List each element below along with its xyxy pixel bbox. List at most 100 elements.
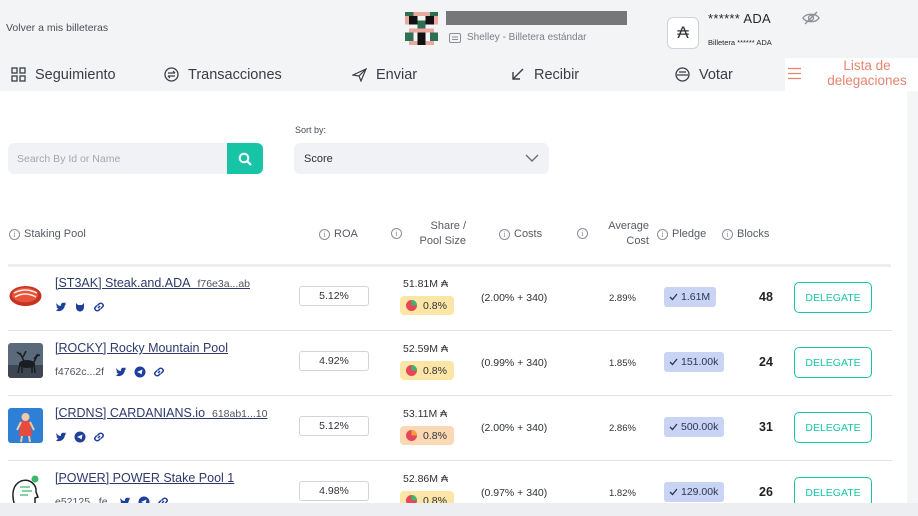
nav-tab-transactions[interactable]: Transacciones (164, 58, 282, 91)
nav-tab-send[interactable]: Enviar (352, 58, 417, 91)
send-icon (352, 67, 367, 82)
share-value: 0.8% (423, 364, 447, 377)
nav-tab-vote[interactable]: Votar (675, 58, 733, 91)
info-icon: i (319, 228, 330, 240)
info-icon: i (657, 228, 668, 240)
pie-chart-icon (406, 430, 417, 441)
pool-id: f4762c...2f (55, 366, 105, 378)
column-header-costs[interactable]: i Costs (499, 228, 542, 240)
pledge-value: 151.00k (681, 356, 719, 368)
pool-size: 52.86M ₳ (403, 473, 448, 485)
twitter-icon[interactable] (55, 431, 67, 443)
link-icon[interactable] (93, 301, 105, 313)
cardanians-pool-logo (8, 408, 43, 443)
wallet-subtitle: Shelley - Billetera estándar (467, 32, 587, 43)
blocks-value: 24 (759, 355, 773, 369)
pledge-value: 129.00k (681, 486, 719, 498)
link-icon[interactable] (153, 366, 165, 378)
pool-name-link[interactable]: [CRDNS] CARDANIANS.io (55, 406, 206, 420)
pie-chart-icon (406, 365, 417, 376)
column-header-roa[interactable]: i ROA (319, 228, 358, 240)
table-row: [CRDNS] CARDANIANS.io 618ab1...10 5.12% … (8, 396, 892, 461)
sort-select[interactable]: Score (294, 143, 549, 174)
blocks-value: 31 (759, 420, 773, 434)
pledge-badge: 129.00k (664, 482, 725, 502)
scrollbar[interactable] (907, 91, 918, 503)
delegate-button[interactable]: DELEGATE (794, 282, 872, 313)
nav-tab-label: Recibir (534, 66, 580, 83)
costs-value: (0.99% + 340) (481, 357, 548, 369)
telegram-icon[interactable] (74, 431, 86, 443)
nav-tab-label: Seguimiento (35, 66, 116, 83)
nav-tab-label: Enviar (376, 66, 418, 83)
wallet-balance-label: Billetera ****** ADA (708, 38, 772, 47)
column-header-pledge[interactable]: i Pledge (657, 228, 706, 240)
roa-value: 5.12% (299, 286, 369, 306)
wallet-avatar-icon (405, 12, 438, 45)
nav-tab-label: Transacciones (188, 66, 282, 83)
wallet-type: Shelley - Billetera estándar (449, 32, 587, 43)
info-icon: i (499, 228, 510, 240)
nav-tab-receive[interactable]: Recibir (510, 58, 579, 91)
hide-balance-eye-icon[interactable] (802, 10, 820, 26)
main-nav: Seguimiento Transacciones Enviar Recibir… (0, 58, 918, 91)
share-badge: 0.8% (400, 361, 454, 380)
average-cost-value: 1.85% (609, 358, 636, 369)
receive-icon (512, 68, 524, 80)
column-header-pool[interactable]: i Staking Pool (9, 228, 86, 240)
telegram-icon[interactable] (134, 366, 146, 378)
check-icon (669, 293, 678, 301)
pool-id: 618ab1...10 (211, 408, 268, 420)
twitter-icon[interactable] (115, 366, 127, 378)
share-badge: 0.8% (400, 426, 454, 445)
check-icon (669, 358, 678, 366)
pool-name-link[interactable]: [ROCKY] Rocky Mountain Pool (55, 341, 228, 355)
link-icon[interactable] (93, 431, 105, 443)
search-input[interactable] (8, 143, 228, 174)
pledge-value: 500.00k (681, 421, 719, 433)
column-header-average-cost[interactable]: Average Cost (608, 220, 649, 247)
nav-tab-label: Votar (699, 66, 733, 83)
column-header-blocks[interactable]: i Blocks (722, 228, 769, 240)
check-icon (669, 488, 678, 496)
table-row: [ROCKY] Rocky Mountain Pool f4762c...2f … (8, 331, 892, 396)
pledge-value: 1.61M (681, 291, 711, 303)
average-cost-value: 2.89% (609, 293, 636, 304)
nav-tab-label: Lista de delegaciones (827, 58, 907, 88)
top-header: Volver a mis billeteras Shelley - Billet… (0, 0, 918, 58)
pool-name-link[interactable]: [ST3AK] Steak.and.ADA (55, 276, 191, 290)
transactions-icon (164, 67, 179, 82)
nav-tab-delegation-list[interactable]: Lista de delegaciones (785, 58, 918, 91)
rocky-pool-logo (8, 343, 43, 378)
delegate-button[interactable]: DELEGATE (794, 412, 872, 443)
pool-size: 53.11M ₳ (403, 408, 448, 420)
wallet-balance: ****** ADA (708, 11, 771, 26)
vote-icon (675, 67, 690, 82)
twitter-icon[interactable] (55, 301, 67, 313)
pledge-badge: 151.00k (664, 352, 725, 372)
chevron-down-icon (525, 154, 539, 162)
share-badge: 0.8% (400, 296, 454, 315)
sort-label: Sort by: (295, 125, 327, 135)
share-value: 0.8% (423, 299, 447, 312)
delegate-button[interactable]: DELEGATE (794, 347, 872, 378)
search-button[interactable] (227, 143, 263, 174)
column-header-avg-info: i (577, 228, 588, 239)
ada-currency-icon: ₳ (667, 17, 699, 49)
pie-chart-icon (406, 300, 417, 311)
wallet-icon (449, 33, 461, 43)
column-header-share[interactable]: Share / Pool Size (419, 220, 466, 247)
steak-pool-logo (8, 278, 43, 313)
pool-name-link[interactable]: [POWER] POWER Stake Pool 1 (55, 471, 235, 485)
pool-size: 51.81M ₳ (403, 278, 448, 290)
search-icon (238, 152, 252, 166)
nav-tab-dashboard[interactable]: Seguimiento (11, 58, 116, 91)
bottom-edge (0, 503, 918, 516)
back-to-wallets-link[interactable]: Volver a mis billeteras (6, 22, 109, 34)
costs-value: (2.00% + 340) (481, 292, 548, 304)
blocks-value: 48 (759, 290, 773, 304)
dashboard-icon (11, 67, 26, 82)
github-icon[interactable] (74, 301, 86, 313)
average-cost-value: 1.82% (609, 488, 636, 499)
